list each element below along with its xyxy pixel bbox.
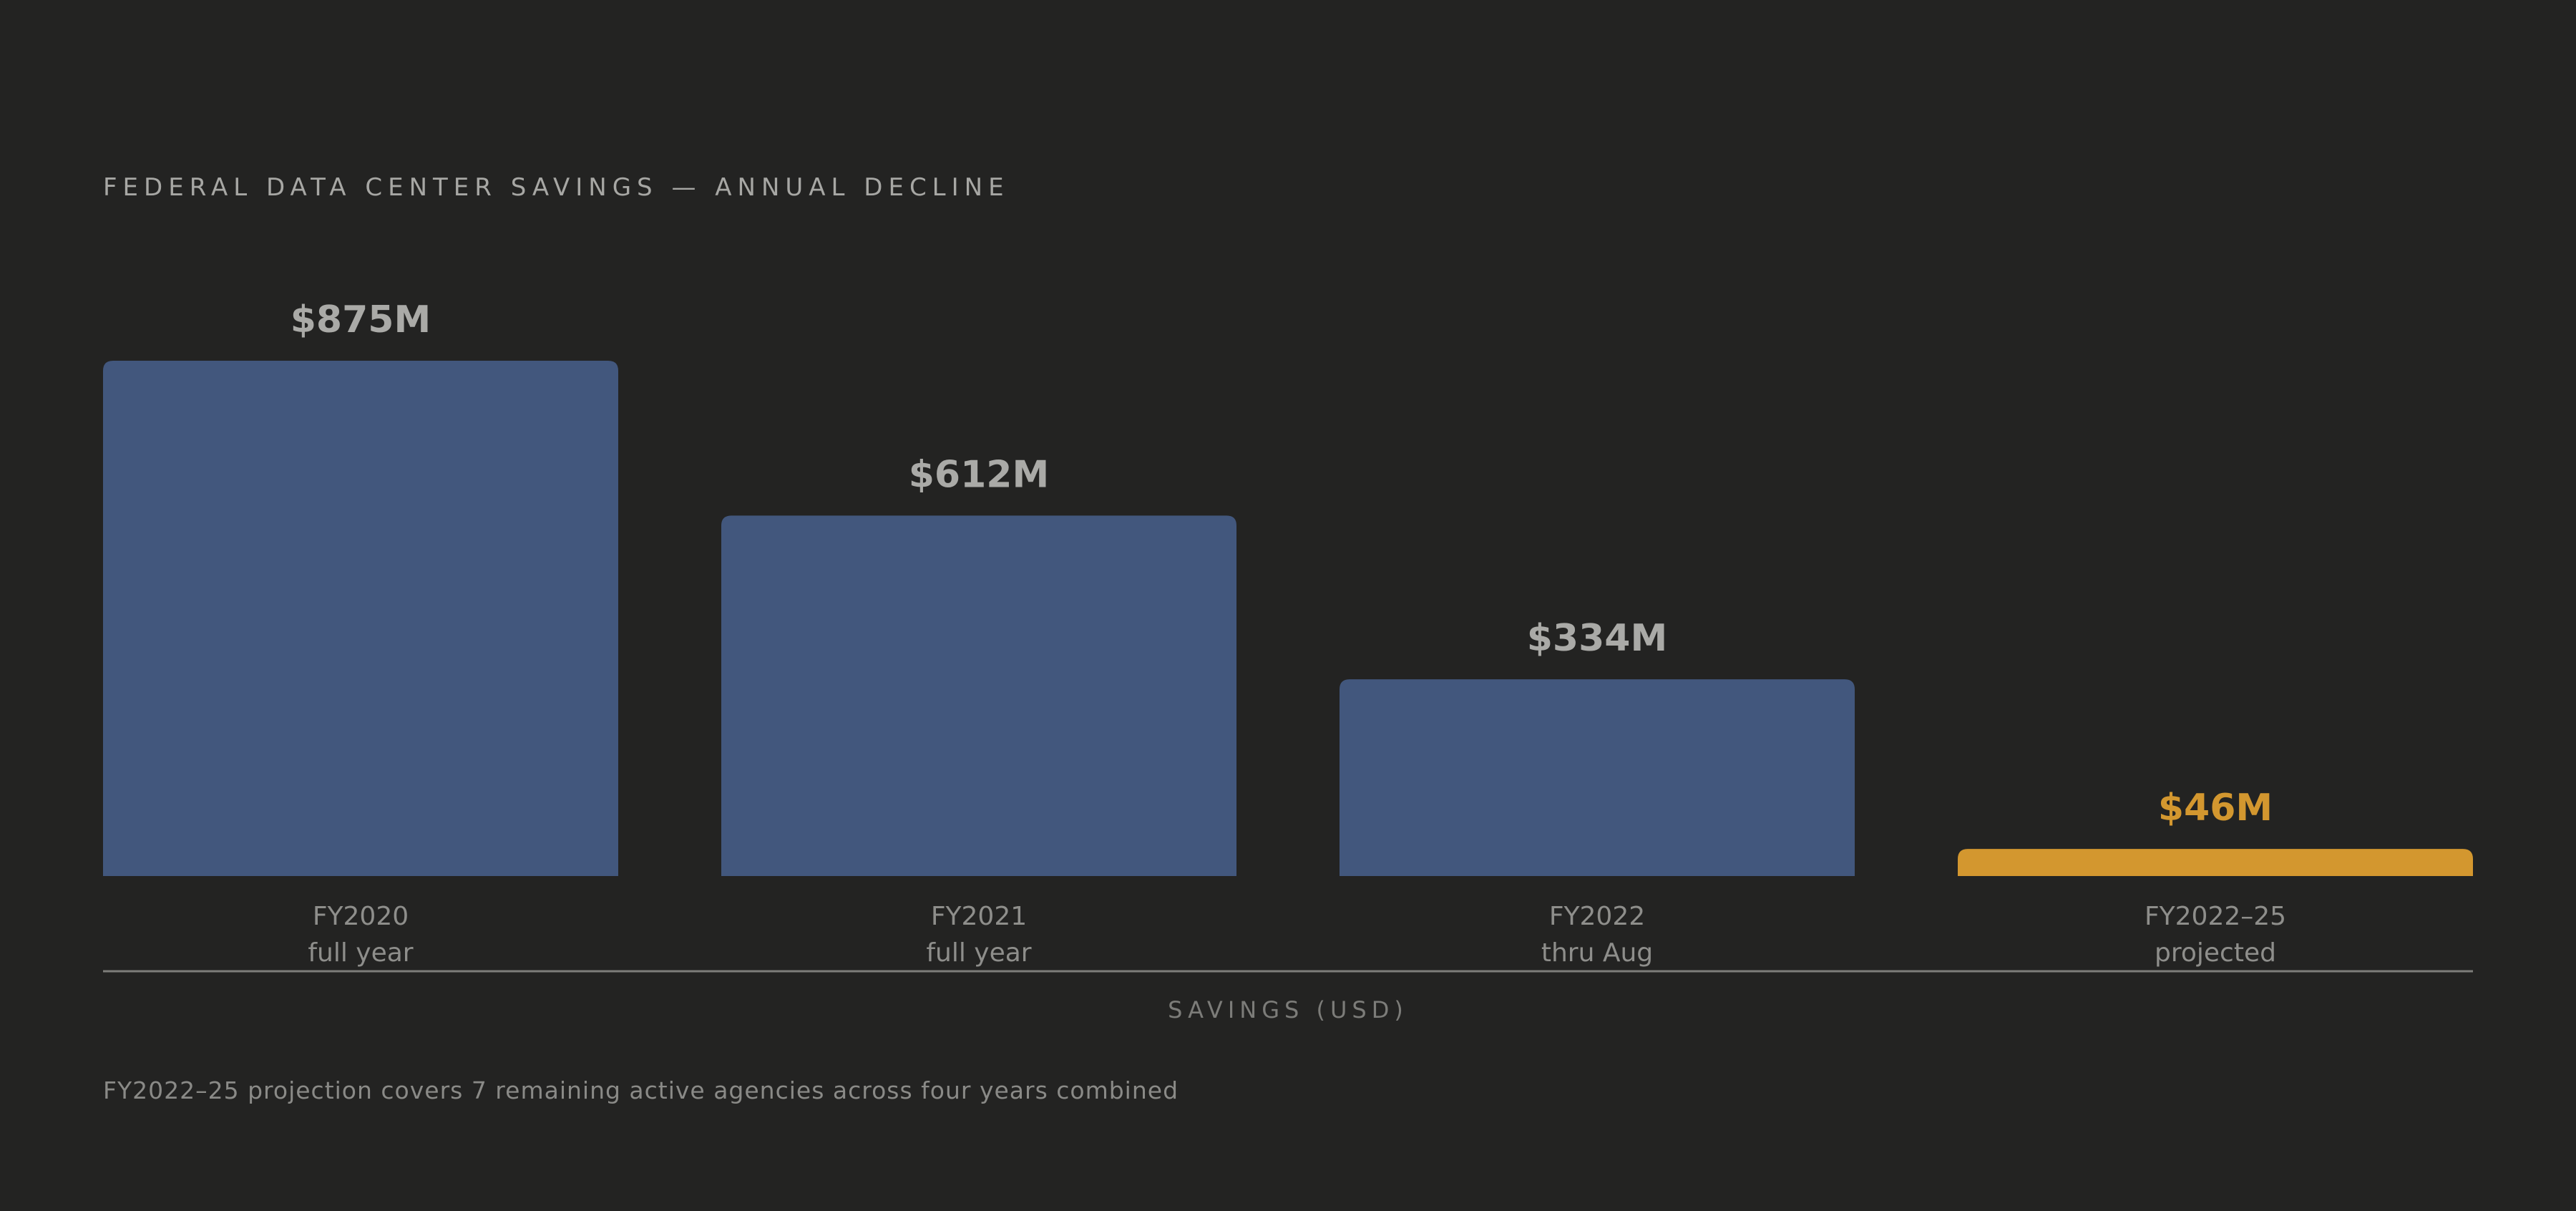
bar-1 [721,515,1236,876]
value-labels-layer: $875M $612M $334M $46M [291,298,2273,830]
value-label-3: $46M [2158,787,2273,830]
bar-3 [1958,849,2473,876]
category-label-3: FY2022–25 [2145,902,2286,931]
bars-layer [103,361,2473,876]
value-label-1: $612M [909,453,1049,496]
value-label-2: $334M [1527,617,1667,660]
category-labels-layer: FY2020 full year FY2021 full year FY2022 thru… [308,902,2286,968]
footnote: FY2022–25 projection covers 7 remaining … [103,1076,1179,1104]
x-axis-title: SAVINGS (USD) [1168,996,1408,1023]
category-label-2: FY2022 [1549,902,1645,931]
category-sublabel-2: thru Aug [1541,938,1653,968]
value-label-0: $875M [291,298,431,341]
bar-2 [1340,679,1855,876]
chart-title: FEDERAL DATA CENTER SAVINGS — ANNUAL DEC… [103,173,1010,202]
category-label-1: FY2021 [931,902,1027,931]
category-label-0: FY2020 [313,902,409,931]
category-sublabel-3: projected [2155,938,2276,968]
category-sublabel-1: full year [926,938,1031,968]
bar-0 [103,361,618,876]
category-sublabel-0: full year [308,938,413,968]
